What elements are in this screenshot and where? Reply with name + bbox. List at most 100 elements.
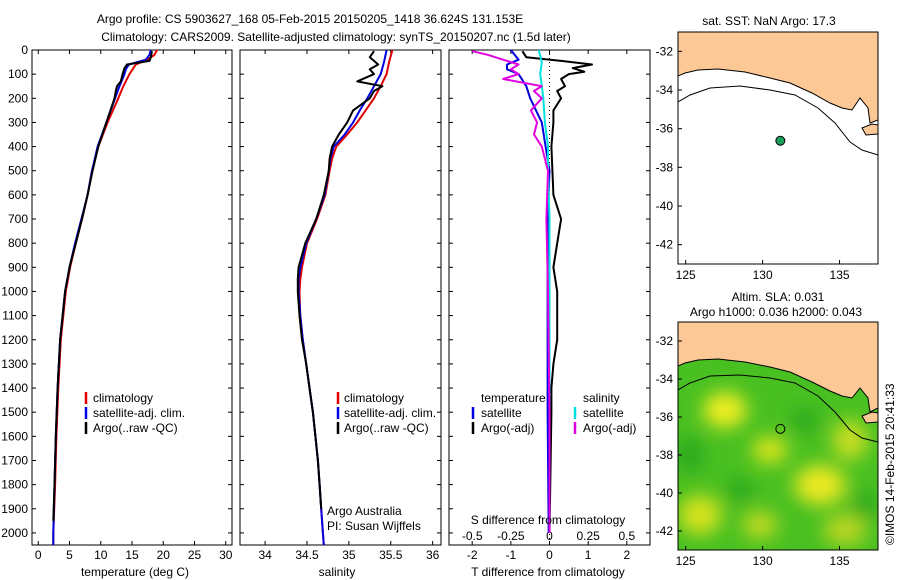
top-tick-label: -0.5 — [462, 529, 483, 543]
top-tick-label: 0 — [546, 529, 553, 543]
x-tick-label: 1 — [585, 548, 592, 562]
top-tick-label: 0.5 — [618, 529, 635, 543]
y-tick-label: 1400 — [1, 381, 28, 395]
sla-map — [678, 322, 878, 550]
top-tick-label: 0.25 — [576, 529, 600, 543]
legend-label: satellite-adj. clim. — [344, 406, 436, 420]
map-x-tick-label: 135 — [830, 554, 850, 568]
x-tick-label: -2 — [467, 548, 478, 562]
x-tick-label: 0 — [35, 548, 42, 562]
legend-label: climatology — [93, 391, 153, 405]
legend-title-salinity: salinity — [583, 391, 620, 405]
map-x-tick-label: 135 — [830, 268, 850, 282]
series-line-t-satellite — [506, 49, 551, 533]
x-tick-label: -1 — [506, 548, 517, 562]
x-tick-label: 2 — [623, 548, 630, 562]
map-y-tick-label: -36 — [656, 410, 674, 424]
credit-stamp: ©IMOS 14-Feb-2015 20:41:33 — [883, 383, 897, 545]
legend-label: Argo(-adj) — [583, 421, 636, 435]
map-x-tick-label: 125 — [676, 554, 696, 568]
x-tick-label: 15 — [125, 548, 139, 562]
credit-annotation-line-1: Argo Australia — [327, 504, 402, 518]
y-tick-label: 400 — [8, 140, 28, 154]
title-line-1: Argo profile: CS 5903627_168 05-Feb-2015… — [97, 12, 523, 26]
difference-xlabel: T difference from climatology — [471, 565, 625, 579]
salinity-legend: climatology satellite-adj. clim. Argo(..… — [336, 391, 436, 435]
top-tick-label: -0.25 — [497, 529, 525, 543]
series-line-argo-raw-qc — [52, 51, 153, 521]
y-tick-label: 1800 — [1, 478, 28, 492]
x-tick-label: 34.5 — [295, 548, 319, 562]
y-tick-label: 1200 — [1, 333, 28, 347]
x-tick-label: 5 — [66, 548, 73, 562]
y-tick-label: 100 — [8, 67, 28, 81]
map-y-tick-label: -32 — [656, 334, 674, 348]
map-y-tick-label: -34 — [656, 372, 674, 386]
map-y-tick-label: -38 — [656, 448, 674, 462]
legend-label: satellite — [583, 406, 624, 420]
y-tick-label: 1700 — [1, 453, 28, 467]
sst-map-ticks: 125 130 135 -32 -34 -36 -38 -40 -42 — [656, 44, 850, 282]
argo-position-marker — [775, 423, 786, 434]
x-tick-label: 36 — [426, 548, 440, 562]
salinity-xlabel: salinity — [319, 565, 356, 579]
x-tick-label: 35 — [342, 548, 356, 562]
y-tick-label: 1300 — [1, 357, 28, 371]
y-tick-label: 200 — [8, 91, 28, 105]
legend-label: satellite — [481, 406, 522, 420]
series-line-argo-raw-qc — [296, 50, 384, 509]
y-tick-label: 300 — [8, 115, 28, 129]
x-tick-label: 34 — [258, 548, 272, 562]
temperature-legend: climatology satellite-adj. clim. Argo(..… — [84, 391, 185, 435]
sla-map-ticks: 125 130 135 -32 -34 -36 -38 -40 -42 — [656, 334, 850, 568]
map-x-tick-label: 125 — [676, 268, 696, 282]
series-line-satellite-adj-clim — [52, 49, 152, 545]
y-tick-label: 600 — [8, 188, 28, 202]
x-tick-label: 10 — [94, 548, 108, 562]
map-x-tick-label: 130 — [753, 268, 773, 282]
series-line-s-argo-adj — [471, 50, 551, 533]
y-tick-label: 500 — [8, 164, 28, 178]
y-tick-label: 0 — [21, 43, 28, 57]
map-x-tick-label: 130 — [753, 554, 773, 568]
y-tick-label: 1500 — [1, 405, 28, 419]
x-tick-label: 20 — [157, 548, 171, 562]
map-y-tick-label: -32 — [656, 44, 674, 58]
x-tick-label: 35.5 — [379, 548, 403, 562]
map-y-tick-label: -34 — [656, 83, 674, 97]
x-tick-label: 30 — [219, 548, 233, 562]
y-tick-label: 1100 — [2, 309, 28, 323]
legend-label: climatology — [344, 391, 404, 405]
depth-contour — [678, 85, 878, 156]
map-y-tick-label: -42 — [656, 524, 674, 538]
y-tick-label: 1000 — [1, 284, 28, 298]
y-tick-label: 2000 — [1, 526, 28, 540]
credit-annotation-line-2: PI: Susan Wijffels — [327, 519, 421, 533]
sst-map-frame — [677, 31, 879, 265]
sst-map — [678, 32, 878, 264]
series-line-s-satellite — [537, 49, 551, 533]
legend-label: Argo(..raw -QC) — [344, 421, 429, 435]
salinity-panel-frame — [239, 49, 442, 546]
depth-contour — [678, 374, 878, 443]
argo-position-marker — [775, 135, 786, 146]
salinity-plot: 34 34.5 35 35.5 36 — [240, 49, 441, 562]
map-y-tick-label: -40 — [656, 199, 674, 213]
sla-map-title-line-1: Altim. SLA: 0.031 — [732, 290, 825, 304]
legend-label: Argo(..raw -QC) — [93, 421, 178, 435]
temperature-xlabel: temperature (deg C) — [81, 565, 189, 579]
title-line-2: Climatology: CARS2009. Satellite-adjuste… — [101, 30, 571, 44]
sla-map-frame — [677, 321, 879, 551]
y-tick-label: 900 — [8, 260, 28, 274]
x-tick-label: 25 — [188, 548, 202, 562]
difference-legend: temperature salinity satellite Argo(-adj… — [471, 391, 636, 435]
map-y-tick-label: -36 — [656, 122, 674, 136]
top-axis-label: S difference from climatology — [471, 513, 626, 527]
land-australia — [678, 32, 878, 124]
sst-map-title: sat. SST: NaN Argo: 17.3 — [702, 14, 836, 28]
legend-label: Argo(-adj) — [481, 421, 534, 435]
temperature-plot: 0100200300400500600700800900100011001200… — [1, 43, 232, 562]
map-y-tick-label: -42 — [656, 238, 674, 252]
series-line-satellite-adj-clim — [297, 49, 388, 546]
